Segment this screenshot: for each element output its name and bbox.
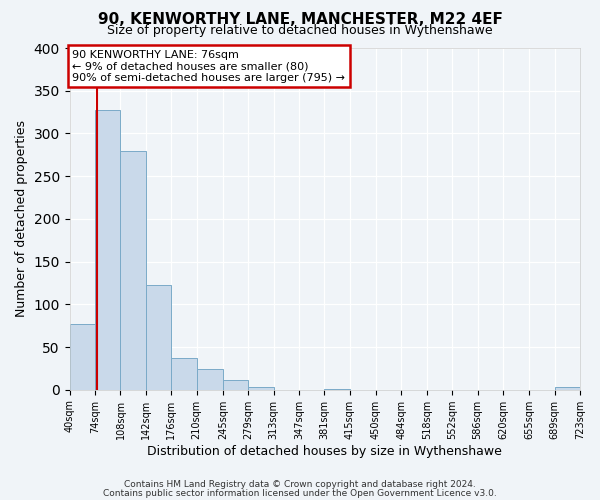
Text: Contains HM Land Registry data © Crown copyright and database right 2024.: Contains HM Land Registry data © Crown c… [124,480,476,489]
X-axis label: Distribution of detached houses by size in Wythenshawe: Distribution of detached houses by size … [148,444,502,458]
Text: 90 KENWORTHY LANE: 76sqm
← 9% of detached houses are smaller (80)
90% of semi-de: 90 KENWORTHY LANE: 76sqm ← 9% of detache… [72,50,345,83]
Bar [146,286,171,390]
Bar [95,110,121,390]
Bar [248,387,274,390]
Text: Contains public sector information licensed under the Open Government Licence v3: Contains public sector information licen… [103,488,497,498]
Y-axis label: Number of detached properties: Number of detached properties [15,120,28,318]
Text: Size of property relative to detached houses in Wythenshawe: Size of property relative to detached ho… [107,24,493,37]
Bar [121,150,146,390]
Bar [223,380,248,390]
Bar [171,358,197,390]
Bar [197,369,223,390]
Text: 90, KENWORTHY LANE, MANCHESTER, M22 4EF: 90, KENWORTHY LANE, MANCHESTER, M22 4EF [98,12,502,28]
Bar [70,324,95,390]
Bar [554,387,580,390]
Bar [325,389,350,390]
